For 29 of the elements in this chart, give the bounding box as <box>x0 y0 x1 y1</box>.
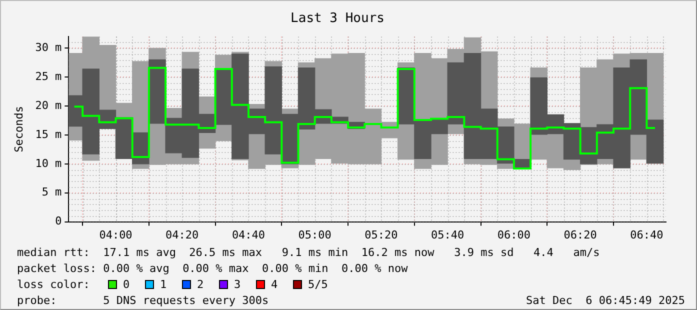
x-tick-label: 05:20 <box>364 228 398 242</box>
text: 5/5 <box>308 278 328 291</box>
y-tick-label: 25 m <box>35 70 62 83</box>
y-tick-label: 0 <box>55 214 62 228</box>
x-tick-label: 06:00 <box>497 228 531 242</box>
y-tick-label: 15 m <box>35 128 62 141</box>
x-tick-label: 04:20 <box>166 228 199 242</box>
y-tick-label: 10 m <box>35 156 62 170</box>
y-tick-label: 30 m <box>35 41 62 54</box>
text: loss color: <box>17 277 91 293</box>
x-tick-label: 06:20 <box>564 228 597 242</box>
x-tick-label: 05:40 <box>431 228 464 242</box>
x-tick-label: 06:40 <box>630 228 664 242</box>
text: median rtt: 17.1 ms avg 26.5 ms max 9.1 ms min 16.2 ms now 3.9 ms sd 4.4 am/s <box>17 246 600 259</box>
y-axis-title: Seconds <box>12 106 26 152</box>
x-tick-label: 04:00 <box>99 228 132 242</box>
text: packet loss: 0.00 % avg 0.00 % max 0.00 % min 0.00 % now <box>17 262 408 275</box>
text: Sat Dec 6 06:45:49 2025 <box>526 293 685 309</box>
y-tick-label: 20 m <box>35 98 62 112</box>
text: 0 <box>123 278 130 291</box>
x-tick-label: 04:40 <box>232 228 266 242</box>
text: probe: 5 DNS requests every 300s <box>17 294 269 307</box>
text: 4 <box>271 278 278 291</box>
y-tick-label: 5 m <box>42 186 62 199</box>
text: 1 <box>160 278 167 291</box>
text: 3 <box>234 278 241 291</box>
text: 2 <box>197 278 204 291</box>
x-tick-label: 05:00 <box>298 228 332 242</box>
chart-title: Last 3 Hours <box>290 11 384 26</box>
